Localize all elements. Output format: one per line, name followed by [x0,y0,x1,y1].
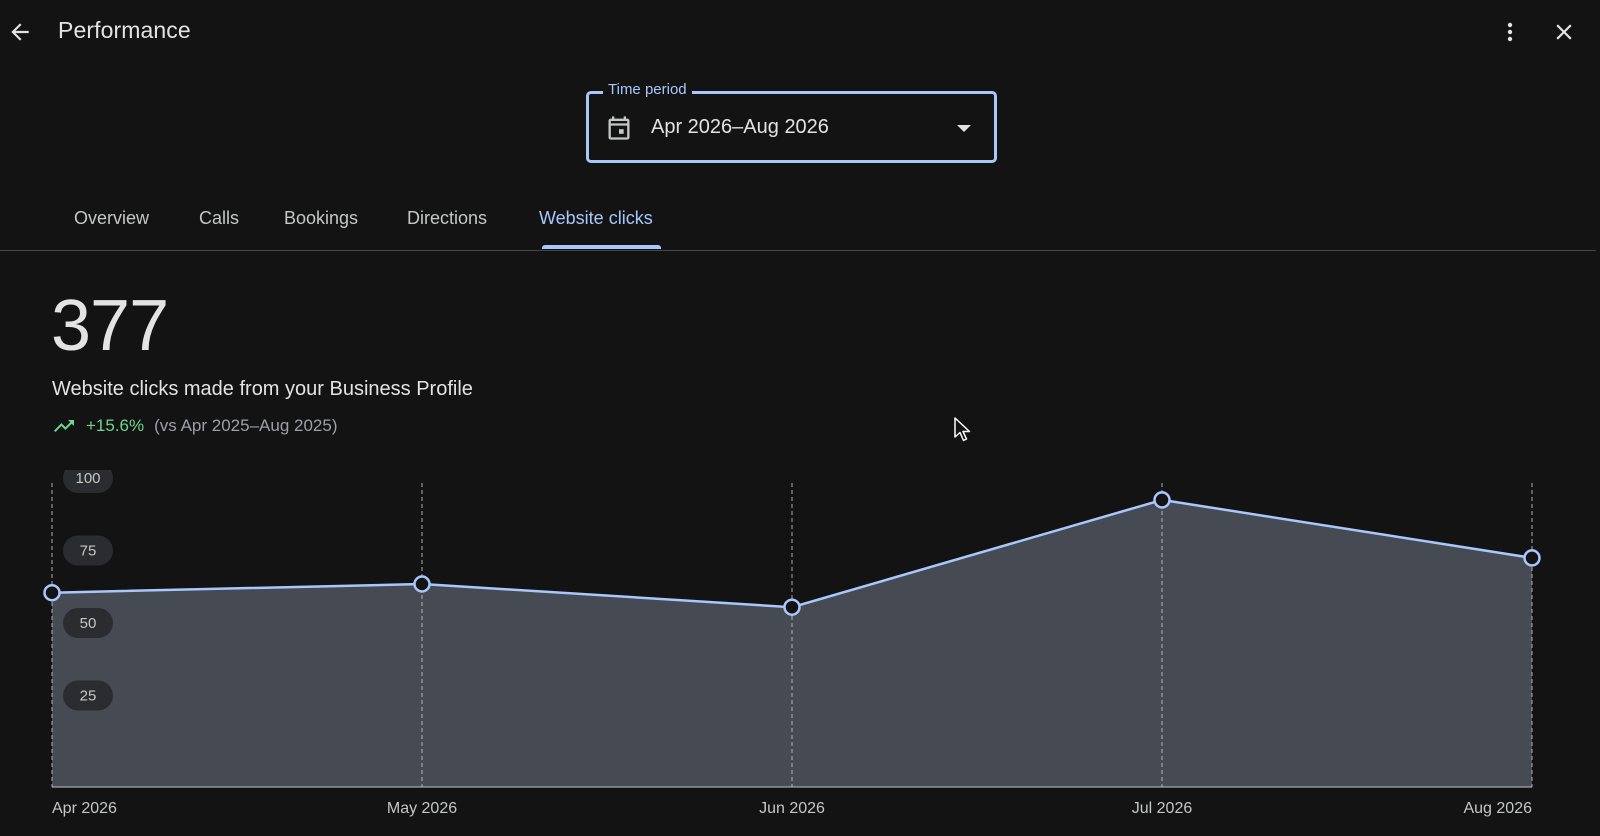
tab-directions[interactable]: Directions [407,208,488,228]
tab-overview[interactable]: Overview [74,208,150,228]
trend-comparison: (vs Apr 2025–Aug 2025) [154,416,338,435]
x-tick-label: Aug 2026 [1463,800,1532,817]
trending-up-icon [54,420,74,432]
arrow-back-icon [11,23,29,41]
top-app-bar: Performance [0,0,1600,64]
y-tick-pill [63,470,113,493]
trend-percentage: +15.6% [86,416,145,435]
tab-calls[interactable]: Calls [199,208,240,228]
x-tick-label: Jul 2026 [1132,800,1193,817]
more-options-button[interactable] [1490,12,1530,52]
tab-bar: Overview Calls Bookings Directions Websi… [0,190,1596,251]
metric-total: 377 [51,286,169,366]
y-tick-pill [63,608,113,638]
chart-data-point [783,598,801,616]
y-tick-label: 50 [80,615,97,632]
calendar-icon [608,116,630,140]
time-period-value: Apr 2026–Aug 2026 [651,116,829,138]
more-vert-icon [1507,22,1513,42]
metric-trend: +15.6% (vs Apr 2025–Aug 2025) [52,414,338,438]
y-tick-label: 25 [80,688,97,705]
page-title: Performance [58,17,191,43]
x-tick-label: Apr 2026 [52,800,117,817]
dropdown-arrow-icon [957,125,971,132]
website-clicks-chart: 100 75 50 25 Apr 2026 May 2026 Jun 2026 Jul 202… [43,470,1541,817]
y-tick-pill [63,680,113,711]
tab-website-clicks[interactable]: Website clicks [539,208,653,228]
active-tab-indicator [542,245,661,249]
y-tick-label: 100 [75,470,100,487]
metric-description: Website clicks made from your Business P… [52,378,473,400]
back-button[interactable] [0,12,40,52]
chart-data-point [413,575,431,593]
chart-data-point [1153,491,1171,509]
mouse-cursor-icon [954,417,971,442]
chart-data-point [1523,549,1541,567]
x-tick-label: May 2026 [387,800,457,817]
tab-bookings[interactable]: Bookings [284,208,359,228]
time-period-select[interactable]: Time period Apr 2026–Aug 2026 [586,81,997,163]
close-icon [1556,24,1572,40]
time-period-label: Time period [603,81,692,98]
y-tick-label: 75 [80,543,97,560]
chart-data-point [43,583,61,602]
y-tick-pill [63,535,113,566]
x-tick-label: Jun 2026 [759,800,825,817]
close-button[interactable] [1544,12,1584,52]
